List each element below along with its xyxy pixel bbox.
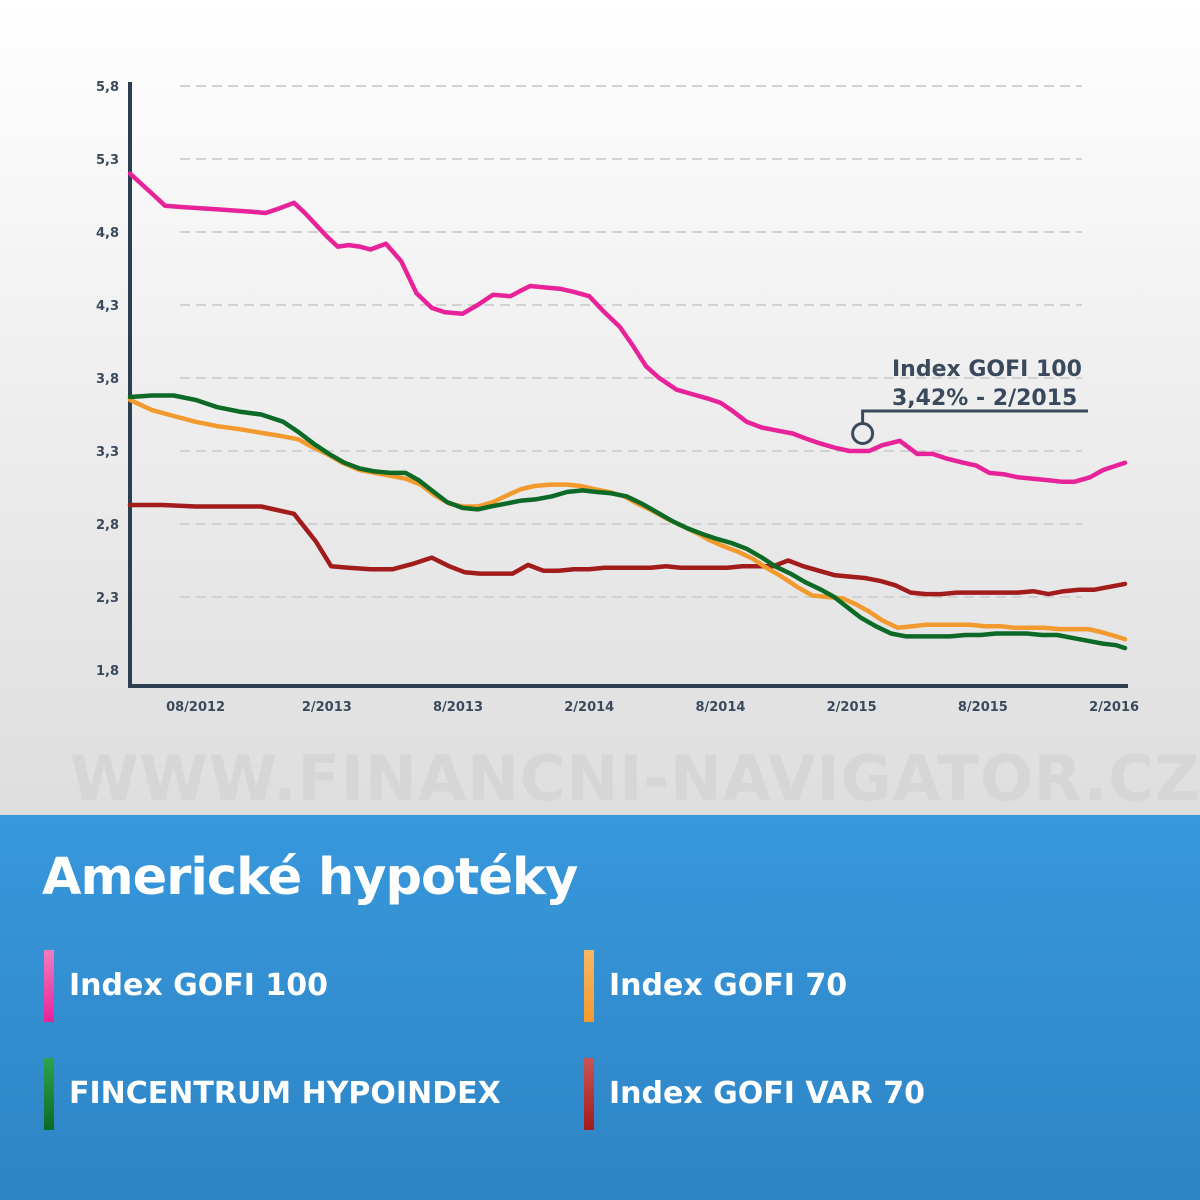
y-tick-label: 2,8	[96, 518, 119, 533]
x-tick-label: 2/2016	[1089, 700, 1139, 715]
legend-label: FINCENTRUM HYPOINDEX	[69, 1076, 501, 1111]
legend-swatch-gofi-100	[44, 950, 54, 1022]
x-tick-label: 2/2015	[827, 700, 877, 715]
series-line-2	[127, 393, 1128, 651]
x-tick-label: 8/2014	[695, 700, 745, 715]
x-tick-labels: 08/2012 2/2013 8/2013 2/2014 8/2014 2/2015 8/2…	[166, 700, 1139, 715]
y-tick-labels: 5,8 5,3 4,8 4,3 3,8 3,3 2,8 2,3 1,8	[96, 80, 119, 679]
legend-label: Index GOFI VAR 70	[609, 1076, 926, 1111]
annotation-marker	[851, 422, 875, 445]
axes	[128, 82, 1128, 688]
y-tick-label: 5,3	[96, 153, 119, 168]
x-tick-label: 8/2015	[958, 700, 1008, 715]
series-line-1	[127, 397, 1128, 642]
y-tick-label: 5,8	[96, 80, 119, 95]
y-tick-label: 4,3	[96, 299, 119, 314]
line-chart: 5,8 5,3 4,8 4,3 3,8 3,3 2,8 2,3 1,8 08/2012 2/201…	[96, 80, 1139, 715]
series-line-0	[127, 171, 1128, 484]
legend-swatch-gofi-70	[584, 950, 594, 1022]
x-tick-label: 08/2012	[166, 700, 225, 715]
legend-swatch-gofi-var-70	[584, 1058, 594, 1130]
series-lines	[127, 171, 1128, 651]
x-tick-label: 2/2013	[302, 700, 352, 715]
legend-panel	[0, 815, 1200, 1200]
watermark: WWW.FINANCNI-NAVIGATOR.CZ	[70, 742, 1200, 815]
chart-area: WWW.FINANCNI-NAVIGATOR.CZ 5,8 5,3 4,8 4,3 3,…	[0, 0, 1200, 815]
y-tick-label: 2,3	[96, 591, 119, 606]
annotation-title: Index GOFI 100	[892, 357, 1082, 382]
y-tick-label: 3,8	[96, 372, 119, 387]
series-line-3	[127, 502, 1128, 597]
legend-swatch-fincentrum	[44, 1058, 54, 1130]
annotation-leader-line	[861, 409, 1088, 424]
legend-label: Index GOFI 70	[609, 968, 848, 1003]
y-tick-label: 1,8	[96, 664, 119, 679]
x-tick-label: 2/2014	[564, 700, 614, 715]
chart-title: Americké hypotéky	[42, 848, 578, 907]
annotation: Index GOFI 100 3,42% - 2/2015	[851, 357, 1088, 445]
grid-lines	[180, 85, 1082, 598]
y-tick-label: 4,8	[96, 226, 119, 241]
y-tick-label: 3,3	[96, 445, 119, 460]
annotation-value: 3,42% - 2/2015	[892, 386, 1077, 411]
legend-label: Index GOFI 100	[69, 968, 328, 1003]
x-tick-label: 8/2013	[433, 700, 483, 715]
